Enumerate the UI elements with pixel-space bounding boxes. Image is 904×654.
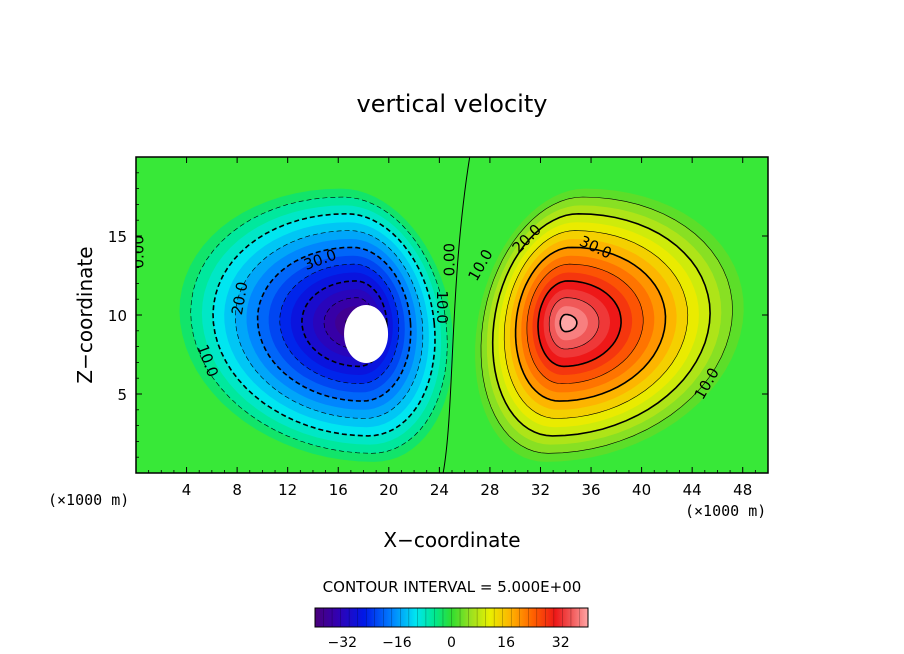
updraft-band bbox=[560, 314, 577, 332]
negative-contour-line bbox=[212, 212, 436, 437]
colorbar-bands bbox=[323, 608, 580, 627]
contour-label: 20.0 bbox=[228, 280, 252, 316]
x-tick-label: 16 bbox=[329, 481, 348, 499]
colorbar-ticks: −32 −16 0 16 32 bbox=[328, 635, 570, 651]
positive-contour-line bbox=[537, 280, 622, 368]
x-unit-left: (×1000 m) bbox=[48, 491, 129, 509]
x-axis-label: X−coordinate bbox=[383, 528, 520, 552]
negative-contour-line bbox=[279, 263, 400, 385]
x-tick-label: 12 bbox=[278, 481, 297, 499]
x-unit-right: (×1000 m) bbox=[685, 502, 766, 520]
x-tick-label: 48 bbox=[733, 481, 752, 499]
downdraft-core-blank bbox=[344, 304, 389, 363]
positive-contour-line bbox=[526, 263, 644, 385]
x-tick-label: 24 bbox=[430, 481, 449, 499]
negative-contour-line bbox=[256, 246, 412, 402]
contour-label: 0.00 bbox=[441, 243, 459, 276]
contour-interval-text: CONTOUR INTERVAL = 5.000E+00 bbox=[323, 578, 582, 596]
y-tick-label: 10 bbox=[108, 307, 127, 325]
x-tick-label: 44 bbox=[683, 481, 702, 499]
positive-contour-line bbox=[548, 297, 600, 350]
x-tick-label: 4 bbox=[182, 481, 192, 499]
positive-contour-line bbox=[503, 230, 689, 419]
colorbar-tick-label: −16 bbox=[382, 635, 412, 651]
filled-contours bbox=[179, 188, 744, 462]
y-tick-label: 5 bbox=[117, 386, 127, 404]
x-tick-label: 20 bbox=[379, 481, 398, 499]
zero-contour-line bbox=[442, 157, 471, 473]
chart-title: vertical velocity bbox=[357, 90, 548, 118]
contour-lines bbox=[190, 157, 733, 473]
x-tick-label: 36 bbox=[581, 481, 600, 499]
x-tick-label: 8 bbox=[232, 481, 242, 499]
positive-contour-line bbox=[480, 196, 733, 454]
negative-contour-line bbox=[234, 230, 424, 419]
x-tick-label: 32 bbox=[531, 481, 550, 499]
y-axis: 5 10 15 bbox=[108, 172, 768, 458]
positive-contour-line bbox=[491, 212, 711, 437]
positive-contour-line bbox=[514, 246, 667, 402]
colorbar-tick-label: −32 bbox=[328, 635, 358, 651]
positive-contour-line bbox=[559, 313, 578, 333]
contour-label: 0.00 bbox=[130, 235, 148, 268]
x-axis: 4 8 12 16 20 24 28 32 36 40 44 48 bbox=[148, 157, 756, 499]
colorbar-tick-label: 0 bbox=[447, 635, 456, 651]
x-tick-label: 40 bbox=[632, 481, 651, 499]
contour-label: 10.0 bbox=[433, 290, 451, 323]
x-tick-label: 28 bbox=[480, 481, 499, 499]
y-tick-label: 15 bbox=[108, 228, 127, 246]
colorbar-tick-label: 16 bbox=[497, 635, 515, 651]
colorbar-tick-label: 32 bbox=[552, 635, 570, 651]
y-axis-label: Z−coordinate bbox=[73, 246, 97, 383]
